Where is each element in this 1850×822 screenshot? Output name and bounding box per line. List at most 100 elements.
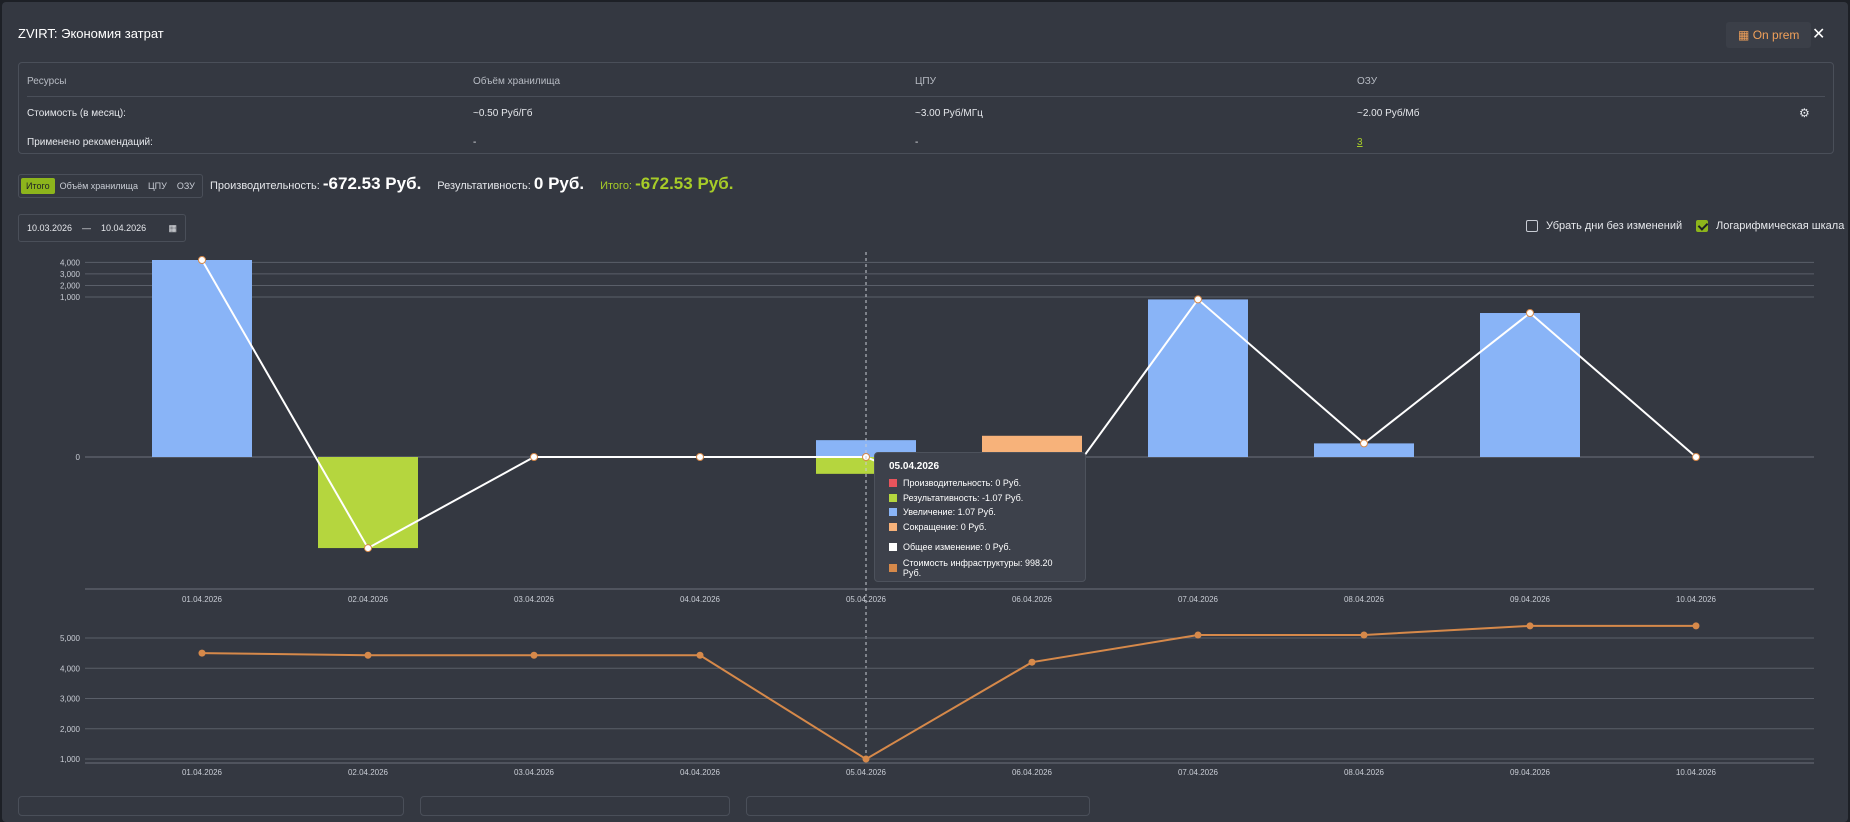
close-icon[interactable]: ✕ [1812, 26, 1826, 43]
infra-cost-point [198, 649, 206, 657]
remove-days-option[interactable]: Убрать дни без изменений [1526, 220, 1682, 232]
x-tick-label: 04.04.2026 [680, 768, 721, 777]
y-tick-label: 5,000 [60, 634, 81, 643]
bar [318, 457, 418, 549]
savings-chart: 4,000 3,000 2,000 1,000 0 01.04.2026 02.04.202… [60, 252, 1814, 777]
divider [27, 96, 1825, 97]
tooltip-total: Общее изменение: 0 Руб. [903, 542, 1012, 553]
tab-total[interactable]: Итого [21, 178, 55, 194]
date-from[interactable]: 10.03.2026 [27, 223, 73, 233]
page-title: ZVIRT: Экономия затрат [18, 26, 164, 41]
x-tick-label: 09.04.2026 [1510, 768, 1551, 777]
applied-storage: - [473, 137, 477, 148]
tooltip-item: Увеличение: 1.07 Руб. [903, 507, 996, 518]
chart-tooltip: 05.04.2026 Производительность: 0 Руб. Ре… [874, 452, 1086, 582]
infra-cost-line [201, 624, 1696, 761]
result-label: Результативность: [437, 180, 531, 192]
gear-icon[interactable]: ⚙ [1799, 106, 1810, 120]
bar [1314, 443, 1414, 457]
y-tick-label: 4,000 [60, 664, 81, 673]
x-tick-label: 04.04.2026 [680, 595, 721, 604]
infra-cost-point [696, 651, 704, 659]
total-change-point [198, 256, 206, 264]
tab-ram[interactable]: ОЗУ [176, 181, 195, 191]
bar [1148, 299, 1248, 457]
date-to[interactable]: 10.04.2026 [101, 223, 147, 233]
tab-storage[interactable]: Объём хранилища [59, 181, 138, 191]
header-cpu: ЦПУ [915, 76, 936, 87]
cost-storage: ~0.50 Руб/Гб [473, 108, 533, 119]
date-range-picker[interactable]: 10.03.2026 — 10.04.2026 ▦ [18, 214, 186, 242]
x-tick-label: 10.04.2026 [1676, 768, 1717, 777]
infra-cost-point [862, 755, 870, 763]
y-tick-label: 4,000 [60, 258, 81, 267]
log-scale-checkbox[interactable] [1696, 220, 1708, 232]
infra-cost-point [1526, 622, 1534, 630]
header-resources: Ресурсы [27, 76, 67, 87]
onprem-button[interactable]: ▦ On prem [1726, 22, 1812, 48]
total-change-point [1360, 439, 1368, 448]
y-tick-label: 3,000 [60, 270, 81, 279]
tab-cpu[interactable]: ЦПУ [147, 181, 167, 191]
tooltip-date: 05.04.2026 [889, 461, 940, 472]
tooltip-row: Общее изменение: 0 Руб. [889, 540, 1071, 555]
resources-table: Ресурсы Объём хранилища ЦПУ ОЗУ Стоимост… [18, 62, 1834, 154]
y-tick-label: 3,000 [60, 695, 81, 704]
calendar-icon[interactable]: ▦ [168, 222, 177, 233]
log-scale-option[interactable]: Логарифмическая шкала [1696, 220, 1844, 232]
x-tick-label: 08.04.2026 [1344, 768, 1385, 777]
server-icon: ▦ [1738, 28, 1750, 42]
y-tick-label: 0 [76, 453, 81, 462]
tooltip-row: Производительность: 0 Руб. [889, 476, 1071, 491]
cost-cpu: ~3.00 Руб/МГц [915, 108, 983, 119]
x-tick-label: 10.04.2026 [1676, 595, 1717, 604]
y-tick-label: 2,000 [60, 281, 81, 290]
log-scale-label: Логарифмическая шкала [1716, 220, 1845, 232]
x-tick-label: 02.04.2026 [348, 768, 389, 777]
total-change-point [530, 453, 538, 461]
applied-ram-link[interactable]: 3 [1357, 137, 1363, 148]
x-tick-label: 01.04.2026 [182, 768, 223, 777]
tooltip-row: Увеличение: 1.07 Руб. [889, 505, 1071, 520]
remove-days-checkbox[interactable] [1526, 220, 1538, 232]
y-tick-label: 1,000 [60, 293, 81, 302]
x-tick-label: 07.04.2026 [1178, 595, 1219, 604]
onprem-label: On prem [1752, 28, 1800, 42]
infra-cost-point [1360, 631, 1368, 639]
header-ram: ОЗУ [1357, 76, 1378, 87]
tooltip-row: Стоимость инфраструктуры: 998.20 Руб. [889, 558, 1071, 578]
infra-cost-point [1028, 658, 1036, 666]
bar [982, 435, 1082, 457]
tooltip-item: Производительность: 0 Руб. [903, 478, 1022, 489]
date-separator: — [82, 223, 92, 233]
applied-cpu: - [915, 137, 919, 148]
y-tick-label: 1,000 [60, 755, 81, 764]
x-tick-label: 06.04.2026 [1012, 768, 1053, 777]
metrics-summary: Производительность: -672.53 Руб. Результ… [210, 174, 733, 194]
x-tick-label: 06.04.2026 [1012, 595, 1053, 604]
bar [152, 260, 252, 457]
resource-tabs: Итого Объём хранилища ЦПУ ОЗУ [18, 174, 203, 198]
perf-label: Производительность: [210, 180, 320, 192]
result-value: 0 Руб. [533, 174, 585, 193]
x-tick-label: 09.04.2026 [1510, 595, 1551, 604]
x-tick-label: 05.04.2026 [846, 595, 887, 604]
x-tick-label: 01.04.2026 [182, 595, 223, 604]
x-tick-label: 03.04.2026 [514, 595, 555, 604]
total-change-point [1692, 453, 1700, 461]
tooltip-item: Сокращение: 0 Руб. [903, 521, 987, 532]
applied-label: Применено рекомендаций: [27, 137, 153, 148]
y-tick-label: 2,000 [60, 725, 81, 734]
tooltip-row: Сокращение: 0 Руб. [889, 520, 1071, 535]
remove-days-label: Убрать дни без изменений [1546, 220, 1683, 232]
cost-label: Стоимость (в месяц): [27, 108, 126, 119]
x-tick-label: 03.04.2026 [514, 768, 555, 777]
total-change-point [696, 453, 704, 461]
total-value: -672.53 Руб. [635, 174, 734, 193]
infra-cost-point [364, 651, 372, 659]
total-change-point [1194, 295, 1202, 304]
header-storage: Объём хранилища [473, 76, 561, 87]
infra-cost-point [530, 651, 538, 659]
total-change-point [364, 544, 372, 553]
